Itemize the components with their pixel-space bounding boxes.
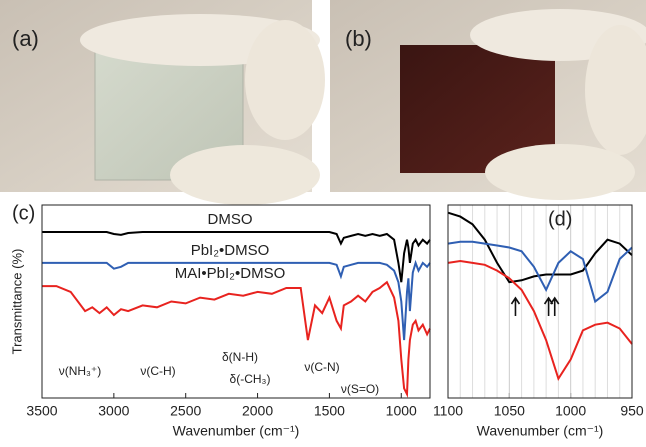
series-label: PbI₂•DMSO bbox=[191, 242, 270, 259]
annotation: δ(-CH₃) bbox=[230, 372, 271, 386]
series-label: MAI•PbI₂•DMSO bbox=[175, 265, 286, 282]
annotation: δ(N-H) bbox=[222, 350, 258, 364]
x-tick-label: 1500 bbox=[314, 403, 345, 419]
x-tick-label: 1100 bbox=[433, 403, 463, 419]
plot-frame bbox=[448, 205, 632, 398]
x-tick-label: 3500 bbox=[26, 403, 57, 419]
x-tick-label: 2500 bbox=[170, 403, 201, 419]
photo-label: (b) bbox=[345, 26, 372, 51]
annotation: ν(NH₃⁺) bbox=[59, 364, 102, 378]
x-tick-label: 1000 bbox=[555, 403, 586, 419]
x-tick-label: 2000 bbox=[242, 403, 273, 419]
photo-a: (a) bbox=[0, 0, 325, 205]
series-line bbox=[448, 242, 632, 302]
annotation: ν(C-N) bbox=[304, 360, 339, 374]
x-axis-label: Wavenumber (cm⁻¹) bbox=[173, 423, 300, 439]
x-tick-label: 3000 bbox=[98, 403, 129, 419]
photo-label: (a) bbox=[12, 26, 39, 51]
panel-label: (d) bbox=[548, 208, 572, 230]
figure: (a) (b) 3500 3000 2500 2000 1500 1000 DMSO PbI₂… bbox=[0, 0, 646, 442]
y-axis-label: Transmittance (%) bbox=[9, 249, 24, 355]
series-label: DMSO bbox=[208, 211, 253, 228]
arrow bbox=[511, 298, 519, 316]
annotation: ν(C-H) bbox=[140, 364, 175, 378]
x-axis-label: Wavenumber (cm⁻¹) bbox=[477, 423, 604, 439]
arrow bbox=[551, 298, 559, 316]
x-tick-label: 1000 bbox=[386, 403, 417, 419]
panel-label: (c) bbox=[12, 202, 35, 224]
x-tick-label: 950 bbox=[620, 403, 644, 419]
x-tick-label: 1050 bbox=[494, 403, 525, 419]
photo-b: (b) bbox=[330, 0, 646, 200]
annotation: ν(S=O) bbox=[341, 382, 379, 396]
series-line bbox=[448, 213, 632, 283]
